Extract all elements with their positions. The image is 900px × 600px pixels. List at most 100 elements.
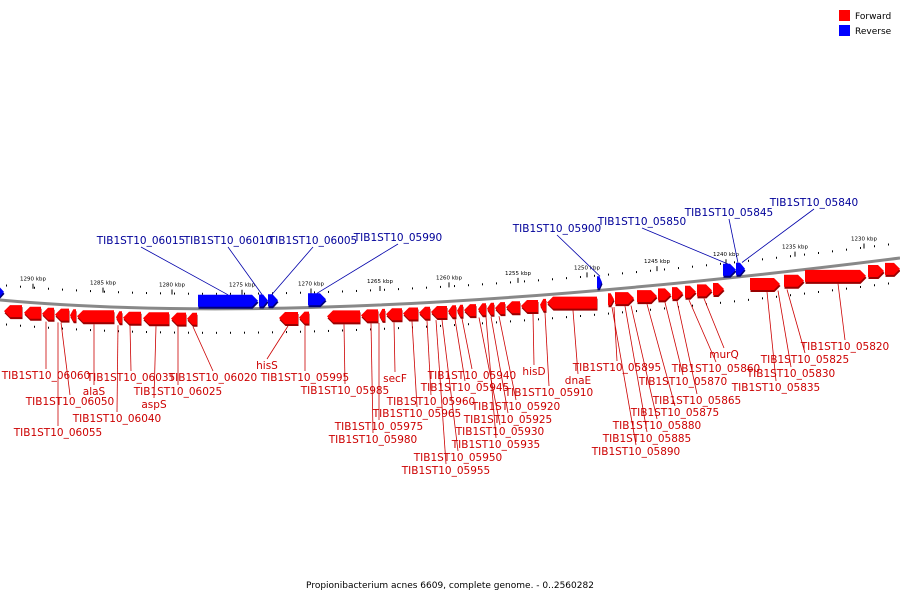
- scale-dot: [216, 292, 217, 295]
- scale-dot: [34, 325, 35, 328]
- gene-label: TIB1ST10_06060: [1, 370, 91, 382]
- scale-dot: [566, 277, 567, 280]
- label-leader: [728, 218, 739, 264]
- scale-dot: [580, 314, 581, 317]
- gene-label: murQ: [709, 349, 738, 361]
- label-leader: [741, 208, 815, 263]
- forward-gene: [55, 308, 69, 321]
- scale-dot: [314, 330, 315, 333]
- scale-dot: [146, 331, 147, 334]
- scale-dot: [608, 273, 609, 276]
- scale-dot: [230, 292, 231, 295]
- label-leaders: [45, 208, 846, 465]
- scale-dot: [594, 313, 595, 316]
- forward-gene: [419, 306, 430, 319]
- gene-label: TIB1ST10_05835: [731, 382, 821, 394]
- scale-tick-label: 1250 kbp: [574, 265, 600, 271]
- label-leader: [441, 319, 459, 452]
- scale-dot: [748, 259, 749, 262]
- scale-dot: [748, 298, 749, 301]
- scale-dot: [762, 297, 763, 300]
- scale-dot: [846, 287, 847, 290]
- scale-dot: [132, 330, 133, 333]
- scale-tick-label: 1290 kbp: [20, 277, 46, 283]
- label-leader: [837, 283, 846, 341]
- forward-gene: [540, 298, 546, 311]
- scale-dot: [34, 286, 35, 289]
- forward-gene: [784, 274, 804, 287]
- scale-dot: [818, 290, 819, 293]
- scale-dot: [510, 320, 511, 323]
- scale-tick-label: 1265 kbp: [367, 279, 393, 285]
- gene-label: TIB1ST10_05995: [260, 372, 350, 384]
- scale-tick-label: 1245 kbp: [644, 259, 670, 265]
- label-leader: [316, 243, 399, 294]
- scale-dot: [412, 287, 413, 290]
- gene-label: TIB1ST10_05920: [471, 401, 561, 413]
- forward-gene: [123, 311, 141, 324]
- scale-dot: [6, 323, 7, 326]
- forward-gene: [868, 265, 884, 277]
- scale-dot: [160, 292, 161, 295]
- scale-dot: [496, 321, 497, 324]
- forward-gene: [403, 307, 418, 320]
- scale-tick-label: 1260 kbp: [436, 275, 462, 281]
- label-leader: [544, 312, 550, 387]
- label-leader: [435, 320, 447, 465]
- scale-dot: [622, 272, 623, 275]
- label-leader: [60, 322, 71, 396]
- scale-dot: [300, 330, 301, 333]
- reverse-gene: [597, 276, 602, 289]
- genome-backbone: [0, 256, 900, 311]
- scale-dot: [538, 279, 539, 282]
- forward-gene: [685, 285, 696, 298]
- scale-dot: [384, 288, 385, 291]
- scale-dot: [874, 284, 875, 287]
- forward-gene: [42, 307, 54, 320]
- scale-dot: [174, 331, 175, 334]
- scale-dot: [356, 289, 357, 292]
- scale-dot: [174, 292, 175, 295]
- label-leader: [454, 318, 466, 382]
- label-leader: [266, 325, 289, 360]
- label-leader: [532, 313, 535, 366]
- gene-label: TIB1ST10_05895: [572, 362, 662, 374]
- scale-dot: [678, 267, 679, 270]
- gene-label: TIB1ST10_05990: [353, 232, 443, 244]
- scale-ticks: 1290 kbp 1285 kbp 1280 kbp 1275 kbp 1270 kbp…: [20, 236, 877, 295]
- scale-dot: [440, 324, 441, 327]
- gene-label: TIB1ST10_05945: [420, 382, 510, 394]
- gene-label: TIB1ST10_05820: [800, 341, 890, 353]
- forward-gene: [143, 312, 169, 325]
- legend-forward-swatch: [839, 10, 850, 21]
- gene-label: secF: [383, 373, 407, 385]
- scale-dot: [188, 331, 189, 334]
- forward-gene: [386, 308, 402, 321]
- reverse-gene: [308, 293, 326, 306]
- forward-gene: [299, 311, 309, 324]
- label-leader: [116, 325, 119, 413]
- forward-gene: [547, 296, 597, 309]
- scale-dot: [552, 317, 553, 320]
- scale-tick-label: 1230 kbp: [851, 236, 877, 242]
- scale-dot: [230, 331, 231, 334]
- scale-dot: [874, 245, 875, 248]
- scale-dot: [370, 289, 371, 292]
- scale-dot: [440, 285, 441, 288]
- forward-gene: [279, 312, 298, 324]
- label-leader: [646, 303, 676, 407]
- forward-gene: [448, 305, 456, 318]
- gene-label: TIB1ST10_05935: [451, 439, 541, 451]
- label-leader: [393, 322, 396, 373]
- forward-gene: [464, 304, 476, 317]
- scale-dot: [790, 294, 791, 297]
- gene-label: TIB1ST10_06035: [86, 372, 176, 384]
- scale-dot: [636, 271, 637, 274]
- scale-dot: [720, 262, 721, 265]
- scale-dot: [48, 287, 49, 290]
- label-leader: [703, 298, 725, 349]
- scale-tick-label: 1280 kbp: [159, 283, 185, 289]
- forward-gene: [506, 301, 520, 314]
- forward-gene: [672, 287, 683, 300]
- gene-label: TIB1ST10_05865: [652, 395, 742, 407]
